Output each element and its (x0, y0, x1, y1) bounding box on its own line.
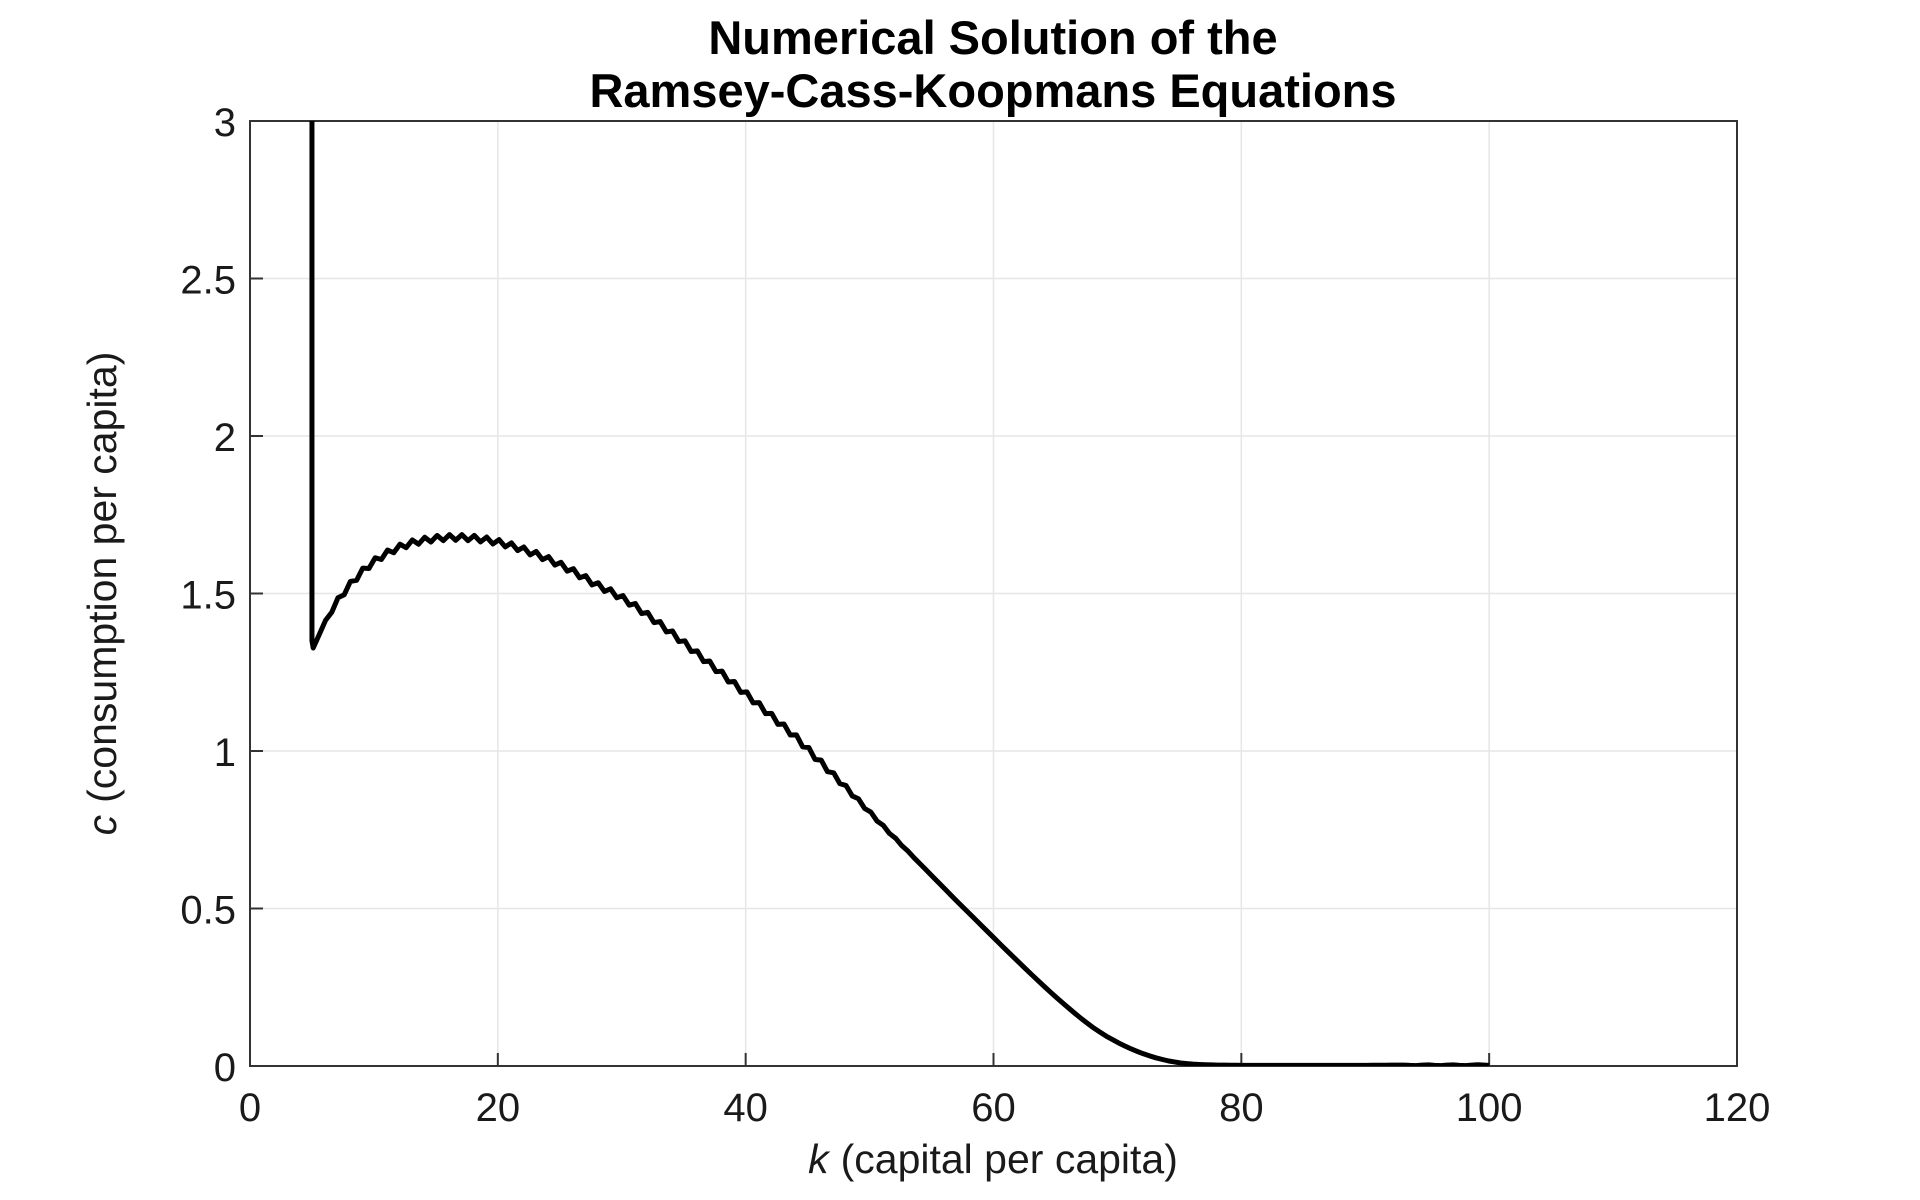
x-tick-label: 60 (971, 1086, 1016, 1130)
x-axis-label-variable: k (808, 1136, 831, 1182)
chart-title-line-1: Numerical Solution of the (708, 11, 1277, 64)
y-axis-label-variable: c (79, 814, 125, 835)
x-tick-label: 80 (1219, 1086, 1264, 1130)
series-curve (309, 121, 1490, 1066)
x-tick-label: 120 (1704, 1086, 1771, 1130)
y-tick-label: 3 (214, 101, 236, 145)
y-axis-label: c (consumption per capita) (79, 352, 125, 836)
plot-border (249, 120, 1738, 1067)
y-tick-label: 1.5 (180, 574, 236, 618)
grid-lines (250, 121, 1737, 1066)
x-axis-label-text: (capital per capita) (841, 1136, 1178, 1182)
x-tick-label: 40 (723, 1086, 768, 1130)
x-tick-label: 20 (476, 1086, 521, 1130)
y-tick-label: 1 (214, 731, 236, 775)
chart-title-line-2: Ramsey-Cass-Koopmans Equations (589, 64, 1396, 117)
y-tick-label: 0 (214, 1046, 236, 1090)
y-tick-label: 0.5 (180, 889, 236, 933)
y-tick-label: 2.5 (180, 259, 236, 303)
tick-labels: 0 20 40 60 80 100 120 0 0.5 1 1.5 2 2.5 3 (180, 101, 1770, 1130)
y-tick-label: 2 (214, 416, 236, 460)
consumption-trajectory-curve (309, 121, 1490, 1066)
y-axis-label-text: (consumption per capita) (79, 352, 125, 803)
x-axis-label: k (capital per capita) (808, 1136, 1178, 1182)
plot-box (249, 120, 1738, 1067)
x-tick-label: 100 (1456, 1086, 1523, 1130)
x-tick-label: 0 (239, 1086, 261, 1130)
